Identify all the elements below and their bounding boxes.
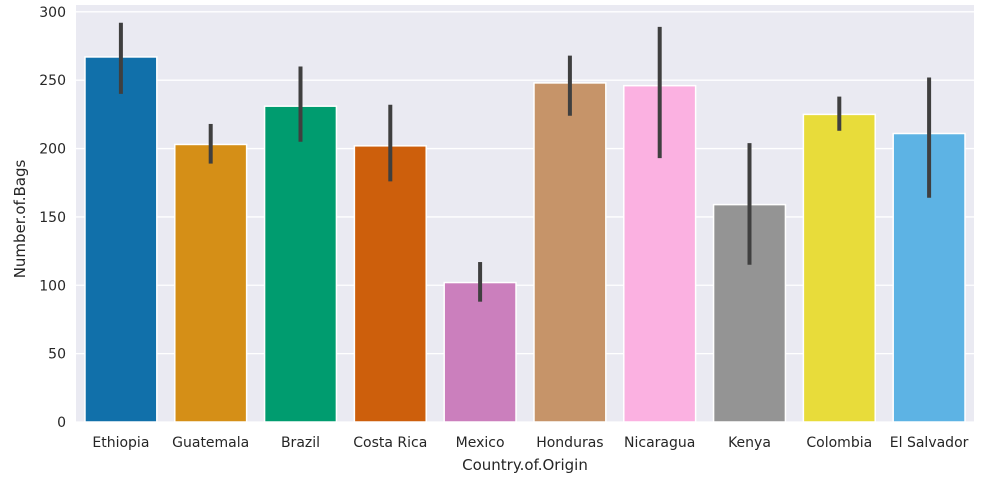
bar-ethiopia — [84, 56, 158, 423]
bar-guatemala — [174, 143, 248, 423]
x-tick-label: Guatemala — [172, 435, 249, 451]
x-tick-label: Ethiopia — [92, 435, 149, 451]
x-tick-label: Mexico — [456, 435, 505, 451]
y-tick-label: 300 — [39, 5, 66, 21]
y-tick-labels: 0 50 100 150 200 250 300 — [39, 5, 66, 431]
x-tick-label: El Salvador — [890, 435, 969, 451]
bars — [84, 56, 966, 423]
y-tick-label: 100 — [39, 278, 66, 294]
x-axis-label: Country.of.Origin — [462, 456, 588, 474]
y-tick-label: 0 — [57, 415, 66, 431]
bar-honduras — [533, 82, 607, 423]
y-tick-label: 250 — [39, 73, 66, 89]
bar-colombia — [802, 113, 876, 423]
y-tick-label: 50 — [48, 347, 66, 363]
bar-mexico — [443, 281, 517, 423]
x-tick-label: Honduras — [536, 435, 603, 451]
x-tick-label: Colombia — [806, 435, 872, 451]
y-tick-label: 150 — [39, 210, 66, 226]
error-bars — [118, 22, 932, 302]
x-tick-label: Nicaragua — [624, 435, 695, 451]
x-tick-label: Costa Rica — [353, 435, 427, 451]
bar-brazil — [263, 105, 338, 423]
bar-costa-rica — [353, 145, 427, 423]
x-tick-label: Brazil — [281, 435, 320, 451]
y-tick-label: 200 — [39, 142, 66, 158]
x-tick-label: Kenya — [728, 435, 771, 451]
x-tick-labels: Ethiopia Guatemala Brazil Costa Rica Mexico H… — [92, 435, 968, 451]
y-axis-label: Number.of.Bags — [11, 160, 29, 279]
